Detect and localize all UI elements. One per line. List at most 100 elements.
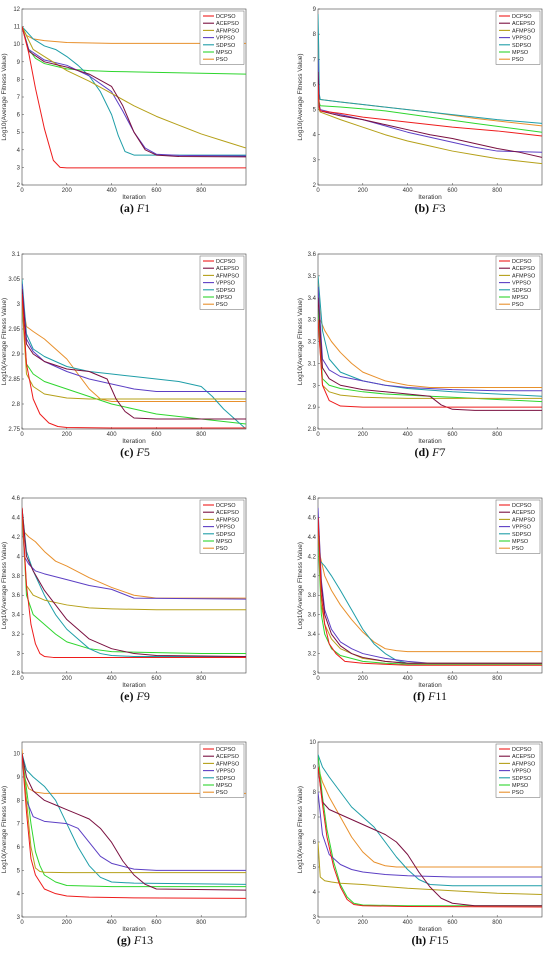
- legend-label: MPSO: [216, 539, 233, 545]
- legend-box: [199, 743, 245, 798]
- x-tick-label: 800: [196, 188, 207, 194]
- y-tick-label: 3: [17, 915, 21, 921]
- legend-label: DCPSO: [512, 503, 532, 509]
- y-tick-label: 5: [17, 130, 21, 136]
- chart-panel-1: 0 200 400 600 800 2 3 4 5 6 7 8 9 10 11 12 Iteration Log1…: [1, 7, 247, 215]
- y-tick-label: 3: [313, 915, 317, 921]
- x-tick-label: 200: [62, 676, 73, 682]
- legend-label: DCPSO: [216, 14, 236, 20]
- legend-label: MPSO: [512, 539, 529, 545]
- y-tick-label: 3: [17, 165, 21, 171]
- y-tick-label: 3.8: [12, 574, 21, 580]
- chart-panel-3: 0 200 400 600 800 2.75 2.8 2.85 2.9 2.95 3 3.05 3.1 I…: [1, 252, 247, 459]
- series-line-dcpso: [318, 766, 542, 908]
- y-axis-label: Log10(Average Fitness Value): [297, 298, 304, 385]
- legend-label: DCPSO: [216, 503, 236, 509]
- y-axis-label: Log10(Average Fitness Value): [1, 298, 8, 385]
- chart-panel-6: 0 200 400 600 800 3 3.2 3.4 3.6 3.8 4 4.2 4.4 4.6 4.8 I…: [297, 496, 543, 703]
- panel-caption: (h) F15: [411, 933, 448, 947]
- x-tick-label: 800: [196, 920, 207, 926]
- series-line-dcpso: [318, 84, 542, 137]
- panel-caption: (f) F11: [413, 689, 447, 703]
- y-tick-label: 3.05: [8, 277, 20, 283]
- panel-caption: (b) F3: [414, 201, 445, 215]
- legend-label: SDPSO: [216, 532, 236, 538]
- legend-label: VPPSO: [216, 36, 236, 42]
- legend-label: DCPSO: [216, 259, 236, 265]
- x-tick-label: 0: [316, 432, 320, 438]
- series-line-dcpso: [318, 517, 542, 666]
- y-axis-label: Log10(Average Fitness Value): [297, 53, 304, 140]
- series-line-mpso: [318, 308, 542, 403]
- chart-panel-5: 0 200 400 600 800 2.8 3 3.2 3.4 3.6 3.8 4 4.2 4.4 4.6 I…: [1, 496, 247, 703]
- series-line-pso: [318, 766, 542, 868]
- y-tick-label: 2.9: [308, 405, 317, 411]
- x-axis-label: Iteration: [418, 926, 442, 933]
- legend-label: DCPSO: [216, 747, 236, 753]
- legend-label: ACEPSO: [512, 510, 536, 516]
- series-line-vppso: [22, 283, 246, 392]
- panel-caption: (g) F13: [117, 933, 153, 947]
- y-tick-label: 3.1: [12, 252, 21, 258]
- x-tick-label: 200: [62, 920, 73, 926]
- legend-label: AFMPSO: [216, 517, 240, 523]
- series-line-vppso: [22, 26, 246, 157]
- legend-label: PSO: [512, 302, 524, 308]
- series-line-pso: [318, 275, 542, 388]
- x-axis-label: Iteration: [122, 682, 146, 689]
- series-line-acepso: [22, 26, 246, 158]
- y-tick-label: 2.8: [12, 402, 21, 408]
- y-tick-label: 9: [313, 765, 317, 771]
- series-line-dcpso: [22, 293, 246, 429]
- y-tick-label: 8: [313, 790, 317, 796]
- chart-panel-7: 0 200 400 600 800 3 4 5 6 7 8 9 10 Iteration Log10(Ave…: [1, 741, 247, 947]
- panel-caption: (a) F1: [120, 201, 150, 215]
- y-tick-label: 4.2: [12, 535, 21, 541]
- x-tick-label: 0: [316, 188, 320, 194]
- y-tick-label: 3.4: [308, 296, 317, 302]
- y-tick-label: 3.5: [308, 274, 317, 280]
- y-tick-label: 5: [313, 108, 317, 114]
- y-tick-label: 4.6: [308, 515, 317, 521]
- series-line-afmpso: [22, 303, 246, 400]
- y-tick-label: 8: [17, 77, 21, 83]
- series-line-vppso: [318, 507, 542, 664]
- y-tick-label: 4: [17, 148, 21, 154]
- series-line-afmpso: [22, 26, 246, 149]
- legend-label: SDPSO: [512, 776, 532, 782]
- series-line-dcpso: [318, 319, 542, 408]
- legend-label: ACEPSO: [512, 754, 536, 760]
- y-tick-label: 3.4: [12, 613, 21, 619]
- legend-label: DCPSO: [512, 259, 532, 265]
- series-line-afmpso: [318, 84, 542, 165]
- x-axis-label: Iteration: [418, 682, 442, 689]
- y-tick-label: 11: [14, 25, 21, 31]
- y-tick-label: 6: [17, 113, 21, 119]
- series-line-sdpso: [318, 14, 542, 124]
- series-line-acepso: [22, 507, 246, 657]
- series-line-acepso: [22, 753, 246, 891]
- y-tick-label: 2: [17, 183, 21, 189]
- y-tick-label: 4: [17, 892, 21, 898]
- legend-label: ACEPSO: [216, 754, 240, 760]
- series-line-acepso: [318, 766, 542, 907]
- y-tick-label: 3: [313, 671, 317, 677]
- y-tick-label: 2.95: [8, 327, 20, 333]
- legend-label: AFMPSO: [216, 28, 240, 34]
- series-line-vppso: [318, 286, 542, 392]
- legend-label: VPPSO: [216, 769, 236, 775]
- legend-label: PSO: [512, 57, 524, 63]
- x-axis-label: Iteration: [418, 194, 442, 201]
- x-tick-label: 400: [403, 432, 414, 438]
- y-tick-label: 4: [313, 574, 317, 580]
- panel-caption: (d) F7: [414, 445, 445, 459]
- y-tick-label: 12: [13, 7, 20, 13]
- x-tick-label: 400: [403, 676, 414, 682]
- series-line-dcpso: [22, 507, 246, 658]
- legend-label: AFMPSO: [512, 517, 536, 523]
- x-tick-label: 400: [403, 920, 414, 926]
- x-tick-label: 0: [20, 920, 24, 926]
- x-tick-label: 400: [107, 920, 118, 926]
- legend-label: ACEPSO: [216, 266, 240, 272]
- legend-label: MPSO: [216, 295, 233, 301]
